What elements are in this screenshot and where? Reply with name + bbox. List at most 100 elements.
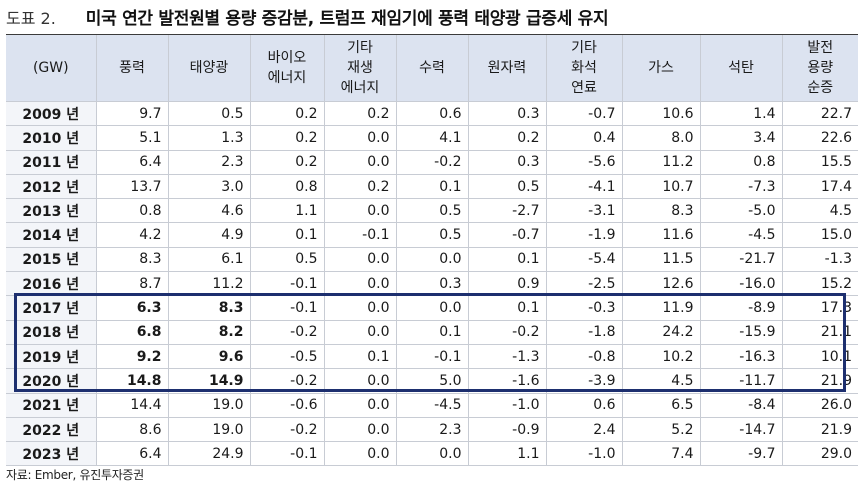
table-row: 2012 년 13.7 3.0 0.8 0.2 0.1 0.5 -4.1 10.7 -7.3 17.… [6,174,858,200]
value-cell: 0.3 [468,101,547,127]
value-cell: 19.0 [168,417,251,443]
table-row: 2015 년 8.3 6.1 0.5 0.0 0.0 0.1 -5.4 11.5 -21.7 -1.… [6,247,858,273]
value-cell: 0.0 [324,368,397,394]
value-cell: 8.7 [96,271,169,297]
value-cell: 8.0 [622,125,701,151]
value-cell: -9.7 [700,441,783,467]
value-cell: 0.8 [250,174,325,200]
year-cell: 2023 년 [6,441,97,467]
value-cell: 2.3 [396,417,469,443]
value-cell: 8.6 [96,417,169,443]
value-cell: 6.4 [96,441,169,467]
year-cell: 2009 년 [6,101,97,127]
value-cell: 10.1 [782,344,858,370]
value-cell: 11.9 [622,295,701,321]
table-row: 2017 년 6.3 8.3 -0.1 0.0 0.0 0.1 -0.3 11.9 -8.9 17.… [6,295,858,321]
value-cell: -2.7 [468,198,547,224]
value-cell: -3.1 [546,198,623,224]
value-cell: -0.1 [324,222,397,248]
value-cell: 4.2 [96,222,169,248]
value-cell: 0.0 [324,320,397,345]
value-cell: -0.5 [250,344,325,370]
value-cell: 1.1 [468,441,547,467]
value-cell: -1.6 [468,368,547,394]
table-row: 2020 년 14.8 14.9 -0.2 0.0 5.0 -1.6 -3.9 4.5 -11.7… [6,368,858,394]
year-cell: 2014 년 [6,222,97,248]
year-cell: 2012 년 [6,174,97,200]
value-cell: -16.0 [700,271,783,297]
value-cell: 17.3 [782,295,858,321]
value-cell: 8.3 [168,295,251,321]
value-cell: -5.0 [700,198,783,224]
table-row: 2019 년 9.2 9.6 -0.5 0.1 -0.1 -1.3 -0.8 10.2 -16.3… [6,344,858,370]
column-header-line: 원자력 [487,60,527,76]
value-cell: 15.0 [782,222,858,248]
value-cell: -0.1 [250,441,325,467]
value-cell: 4.5 [782,198,858,224]
value-cell: 0.5 [168,101,251,127]
value-cell: -5.6 [546,150,623,175]
value-cell: 21.9 [782,368,858,394]
value-cell: 11.5 [622,247,701,273]
column-header: 발전 용량 순증 [782,35,858,102]
value-cell: 0.2 [468,125,547,151]
capacity-table: (GW) 풍력 태양광 바이오 에너지 기타 재생 에너지 수력 원자력 기타 화석 연료 가스 석탄 발전 용… [6,35,858,467]
column-header: 기타 화석 연료 [546,35,623,102]
value-cell: 4.5 [622,368,701,394]
column-header-line: (GW) [32,60,69,76]
value-cell: -4.5 [700,222,783,248]
value-cell: 1.3 [168,125,251,151]
value-cell: 26.0 [782,393,858,418]
value-cell: -8.4 [700,393,783,418]
value-cell: -11.7 [700,368,783,394]
column-header-line: 석탄 [728,60,754,76]
value-cell: 29.0 [782,441,858,467]
value-cell: 0.9 [468,271,547,297]
year-cell: 2015 년 [6,247,97,273]
value-cell: 11.2 [622,150,701,175]
column-header-line: 연료 [571,80,597,96]
value-cell: 0.0 [324,271,397,297]
value-cell: -16.3 [700,344,783,370]
value-cell: 0.0 [396,441,469,467]
value-cell: 19.0 [168,393,251,418]
column-header: 수력 [396,35,469,102]
column-header-line: 재생 [347,60,373,76]
value-cell: 0.0 [324,417,397,443]
value-cell: 11.6 [622,222,701,248]
value-cell: 0.1 [468,295,547,321]
column-header-line: 기타 [571,40,597,56]
year-cell: 2021 년 [6,393,97,418]
value-cell: 10.2 [622,344,701,370]
value-cell: -0.1 [250,271,325,297]
table-body: 2009 년 9.7 0.5 0.2 0.2 0.6 0.3 -0.7 10.6 1.4 22.7 2… [6,101,858,467]
column-header: (GW) [6,35,97,102]
column-header-line: 바이오 [267,50,307,66]
year-cell: 2020 년 [6,368,97,394]
figure-title-text: 미국 연간 발전원별 용량 증감분, 트럼프 재임기에 풍력 태양광 급증세 유… [85,9,609,29]
value-cell: -2.5 [546,271,623,297]
value-cell: 3.4 [700,125,783,151]
value-cell: 1.1 [250,198,325,224]
value-cell: 10.6 [622,101,701,127]
value-cell: 0.0 [324,441,397,467]
table-row: 2010 년 5.1 1.3 0.2 0.0 4.1 0.2 0.4 8.0 3.4 22.6 [6,125,858,151]
year-cell: 2017 년 [6,295,97,321]
value-cell: -0.6 [250,393,325,418]
figure-title: 도표 2. 미국 연간 발전원별 용량 증감분, 트럼프 재임기에 풍력 태양광… [6,4,609,32]
value-cell: 9.2 [96,344,169,370]
value-cell: -0.2 [250,320,325,345]
value-cell: -21.7 [700,247,783,273]
table-row: 2021 년 14.4 19.0 -0.6 0.0 -4.5 -1.0 0.6 6.5 -8.4 2… [6,393,858,418]
value-cell: 6.5 [622,393,701,418]
column-header-line: 풍력 [119,60,145,76]
table-row: 2022 년 8.6 19.0 -0.2 0.0 2.3 -0.9 2.4 5.2 -14.7 21… [6,417,858,443]
value-cell: 0.0 [324,198,397,224]
year-cell: 2016 년 [6,271,97,297]
value-cell: -3.9 [546,368,623,394]
value-cell: 14.4 [96,393,169,418]
value-cell: 13.7 [96,174,169,200]
value-cell: 0.0 [324,150,397,175]
value-cell: 0.1 [324,344,397,370]
value-cell: -8.9 [700,295,783,321]
